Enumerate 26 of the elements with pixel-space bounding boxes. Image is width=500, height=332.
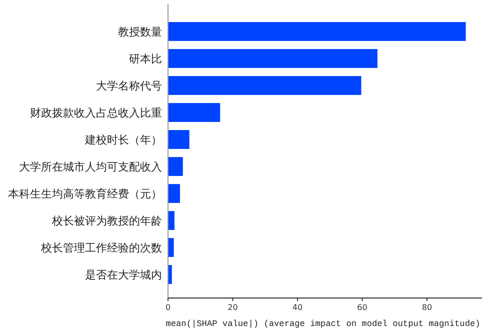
x-tick-label: 80 [422,303,432,312]
y-tick-label: 教授数量 [118,25,162,38]
x-axis-title: mean(|SHAP value|) (average impact on model output magnitude) [166,319,480,329]
bar [168,211,174,230]
y-tick-label: 大学所在城市人均可支配收入 [19,160,162,174]
x-tick-label: 0 [165,303,171,312]
bar [168,238,174,257]
y-tick-label: 本科生生均高等教育经费（元） [8,187,162,200]
bar [168,103,220,122]
y-tick-label: 建校时长（年） [84,133,162,146]
bar [168,184,180,203]
y-tick-label: 校长被评为教授的年龄 [51,214,162,228]
y-tick-label: 是否在大学城内 [85,268,162,282]
bar [168,130,190,149]
x-tick-label: 60 [357,303,368,312]
y-tick-label: 校长管理工作经验的次数 [40,241,162,254]
y-tick-label: 财政拨款收入占总收入比重 [30,106,162,120]
bar [168,22,466,41]
y-tick-label: 研本比 [129,52,162,66]
bar [168,265,172,284]
x-tick-label: 40 [292,303,303,312]
bar [168,157,183,176]
y-tick-label: 大学名称代号 [96,79,162,92]
bar [168,76,362,95]
bar [168,49,378,68]
x-tick-label: 20 [228,303,238,312]
